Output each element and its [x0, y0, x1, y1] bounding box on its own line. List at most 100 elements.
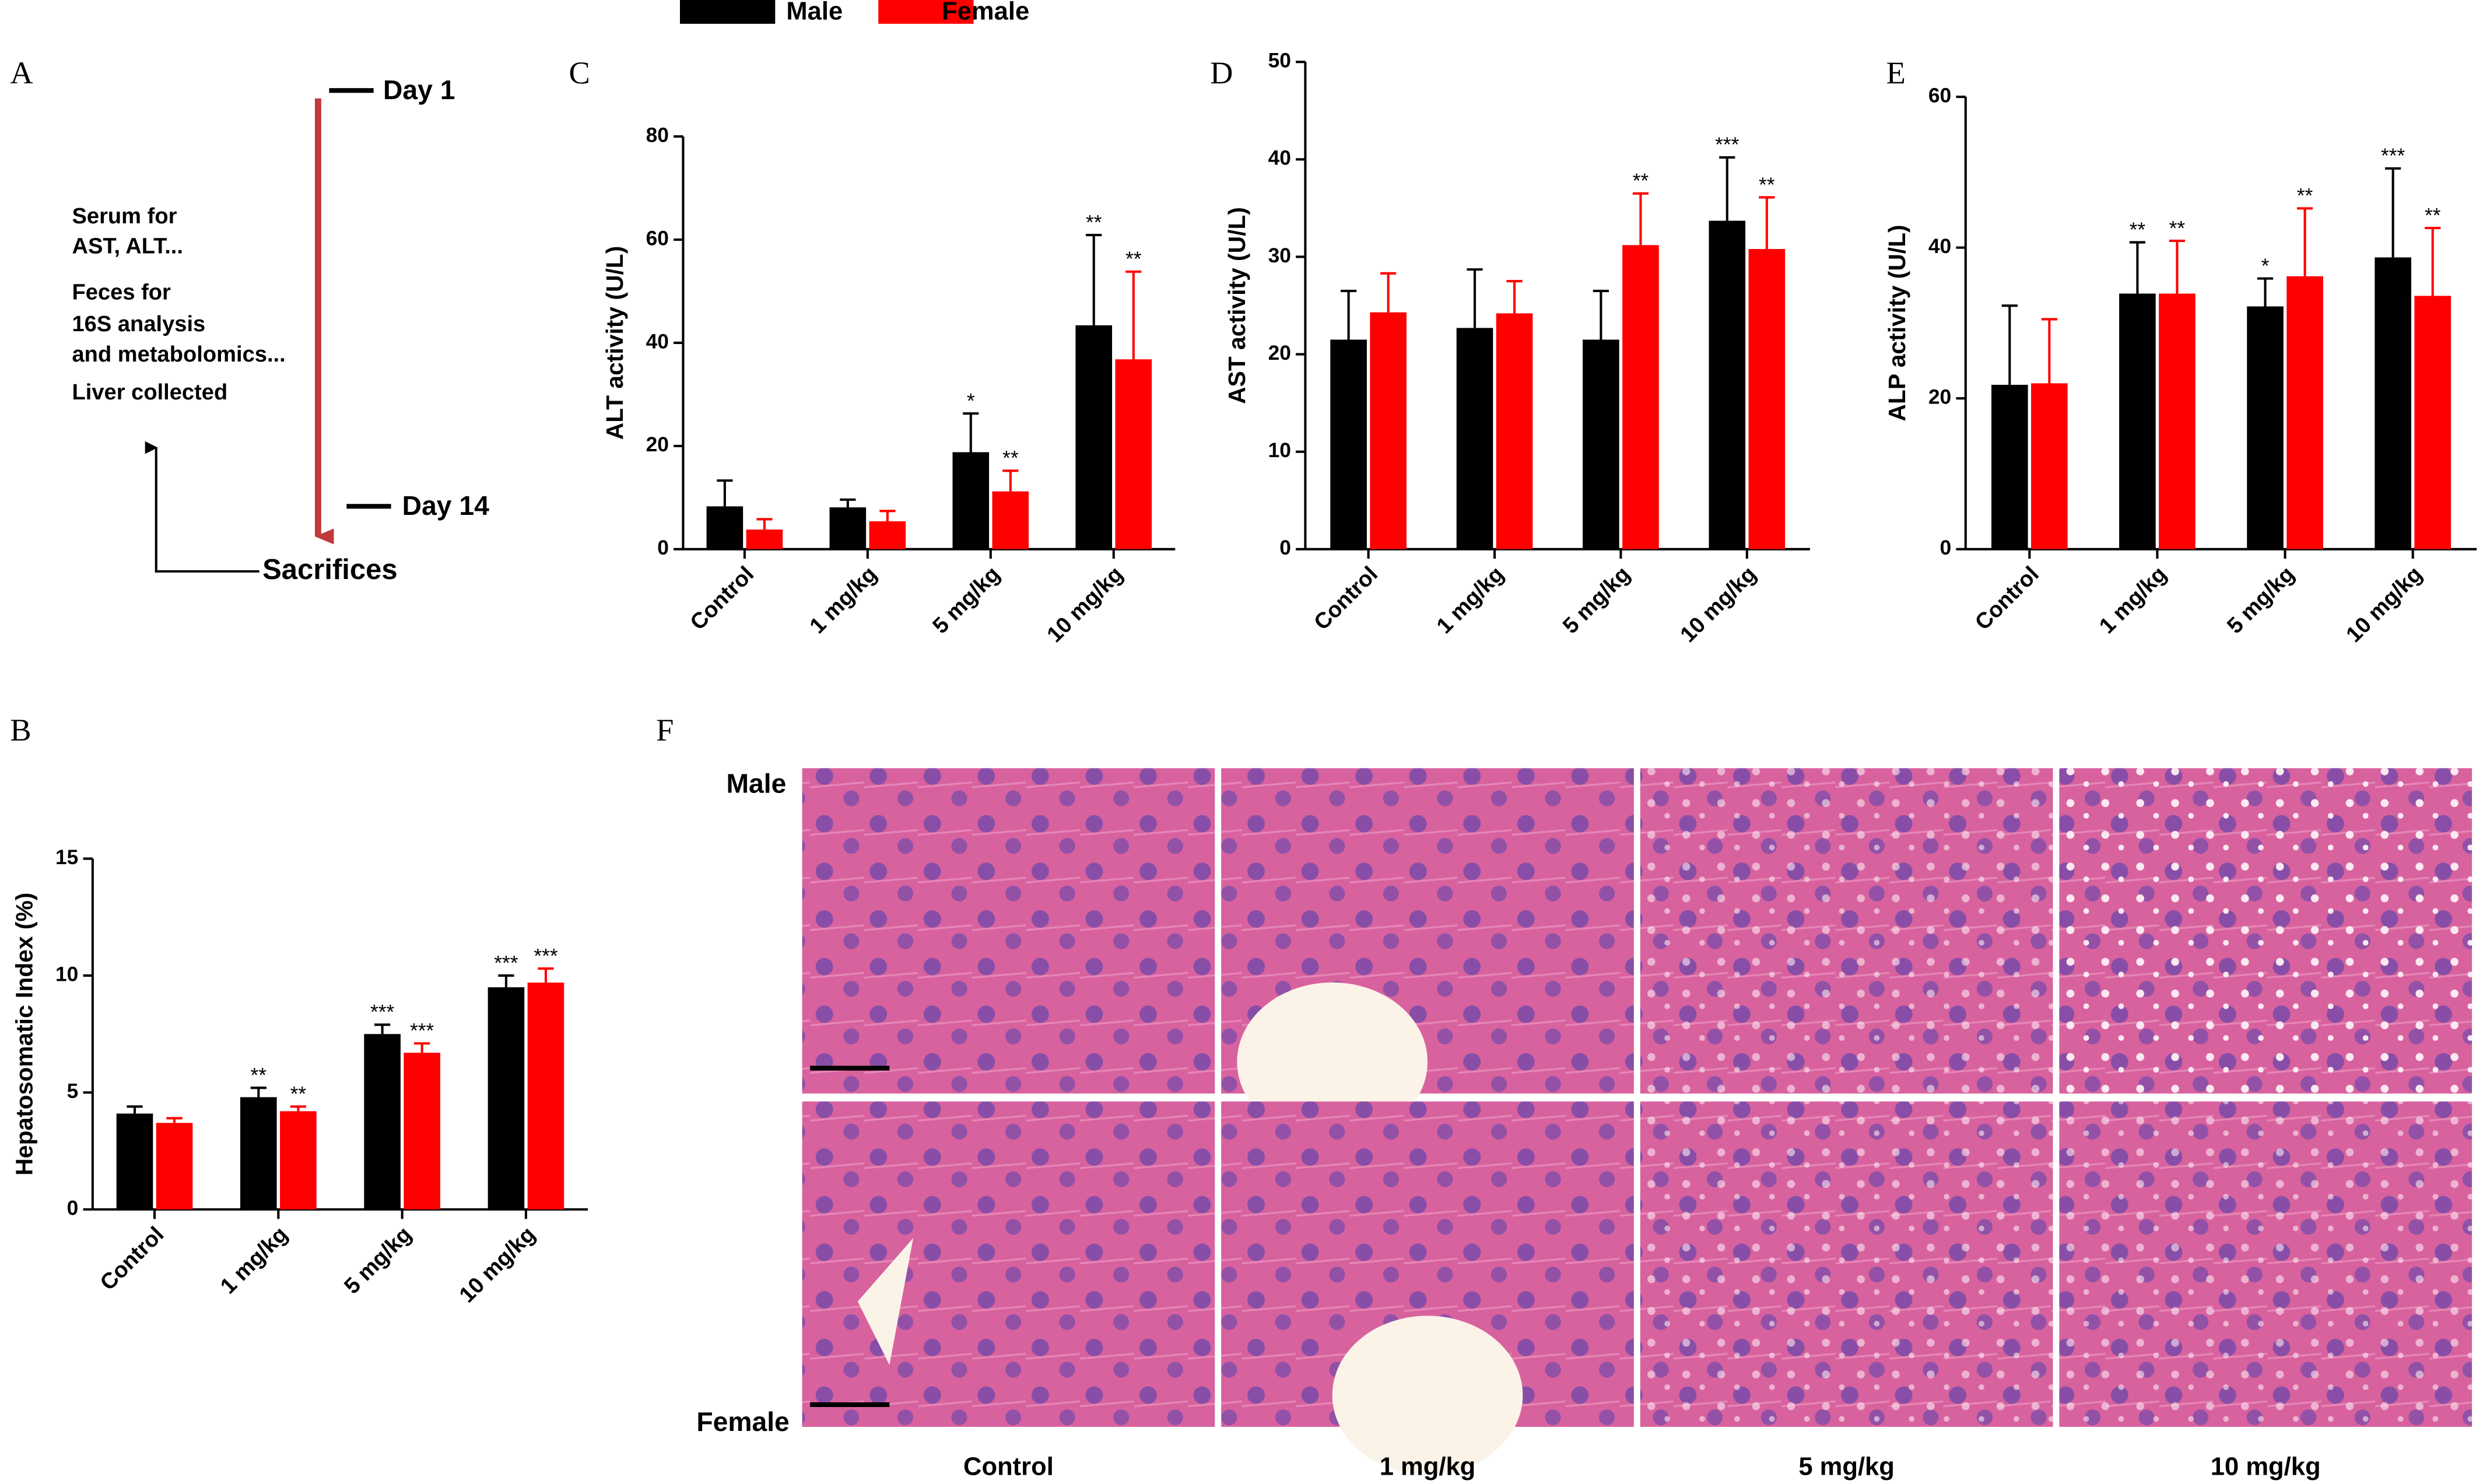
error-bar — [250, 1086, 266, 1097]
error-bar — [2385, 167, 2401, 258]
y-tick-label: 40 — [1928, 235, 1951, 258]
error-bar — [414, 1042, 430, 1053]
column-label: 10 mg/kg — [2211, 1453, 2321, 1481]
note: Liver collected — [72, 380, 227, 405]
y-tick-label: 0 — [1279, 536, 1291, 559]
column-label: Control — [963, 1453, 1054, 1481]
histology-grid — [802, 768, 2473, 1475]
bar — [280, 1111, 317, 1210]
y-tick-label: 5 — [67, 1080, 79, 1103]
bar — [2247, 306, 2284, 549]
y-axis-label: ALP activity (U/L) — [1884, 224, 1910, 421]
significance-label: ** — [2130, 219, 2146, 241]
error-bar — [1340, 289, 1357, 340]
y-tick-label: 80 — [646, 124, 669, 146]
column-label: 5 mg/kg — [1798, 1453, 1895, 1481]
bar — [1370, 312, 1407, 549]
legend-label: Male — [786, 0, 843, 25]
bar — [952, 452, 990, 549]
bar — [364, 1034, 401, 1210]
error-bar — [1002, 469, 1019, 492]
y-tick-label: 10 — [55, 963, 78, 985]
significance-label: ** — [1633, 170, 1649, 192]
legend-label: Female — [942, 0, 1029, 25]
x-tick-label: 1 mg/kg — [1432, 562, 1509, 638]
significance-label: *** — [410, 1020, 434, 1043]
y-tick-label: 0 — [1940, 536, 1952, 559]
error-bar — [2001, 304, 2018, 385]
y-tick-label: 0 — [67, 1197, 79, 1219]
panel-letter: B — [10, 712, 31, 748]
bar — [1622, 245, 1659, 549]
bar — [1075, 325, 1113, 549]
bar — [706, 506, 744, 549]
significance-label: ** — [2169, 217, 2186, 240]
bar — [404, 1053, 440, 1210]
day-label: Day 1 — [383, 75, 455, 105]
error-bar — [538, 967, 554, 983]
error-bar — [290, 1105, 306, 1111]
return-arrow — [145, 441, 259, 573]
significance-label: ** — [2425, 204, 2441, 227]
significance-label: * — [2261, 255, 2270, 278]
note: Feces for — [72, 280, 171, 305]
panel-letter: D — [1210, 55, 1233, 90]
vacuole-overlay — [2059, 768, 2473, 1094]
x-tick-label: 10 mg/kg — [2342, 562, 2427, 647]
histology-image — [802, 1101, 1215, 1427]
y-tick-label: 20 — [646, 433, 669, 456]
note: AST, ALT... — [72, 234, 183, 259]
x-tick-label: 5 mg/kg — [340, 1222, 416, 1299]
error-bar — [1125, 270, 1142, 360]
bar — [488, 987, 525, 1210]
bar — [116, 1113, 153, 1210]
bar — [1991, 384, 2028, 549]
y-tick-label: 50 — [1268, 49, 1291, 72]
error-bar — [2257, 277, 2274, 307]
error-bar — [2169, 239, 2186, 294]
y-axis-label: ALT activity (U/L) — [601, 246, 628, 440]
x-tick-label: Control — [686, 562, 759, 635]
y-tick-label: 20 — [1268, 342, 1291, 364]
significance-label: ** — [251, 1064, 267, 1087]
error-bar — [166, 1117, 183, 1123]
error-bar — [2041, 318, 2057, 384]
error-bar — [2129, 241, 2146, 294]
bar — [1115, 359, 1152, 549]
x-tick-label: Control — [96, 1222, 169, 1295]
y-tick-label: 40 — [1268, 147, 1291, 170]
significance-label: ** — [1759, 174, 1775, 197]
y-tick-label: 30 — [1268, 244, 1291, 267]
significance-label: * — [967, 390, 975, 412]
x-tick-label: 10 mg/kg — [1676, 562, 1761, 647]
panel-letter: E — [1886, 55, 1906, 90]
y-axis-label: AST activity (U/L) — [1223, 207, 1250, 404]
note: 16S analysis — [72, 312, 205, 336]
bar — [240, 1097, 277, 1210]
significance-label: *** — [2381, 145, 2405, 167]
y-tick-label: 40 — [646, 330, 669, 353]
y-tick-label: 10 — [1268, 439, 1291, 462]
vacuole-overlay — [2059, 1101, 2473, 1427]
error-bar — [963, 412, 979, 452]
error-bar — [840, 498, 856, 508]
error-bar — [1632, 192, 1649, 245]
x-tick-label: 5 mg/kg — [2222, 562, 2299, 638]
error-bar — [2425, 226, 2441, 296]
error-bar — [756, 518, 773, 530]
x-tick-label: 10 mg/kg — [1043, 562, 1128, 647]
bar — [1496, 313, 1533, 549]
bar — [1456, 328, 1493, 549]
bar — [2414, 296, 2451, 549]
row-label: Female — [696, 1406, 789, 1437]
histology-image — [802, 768, 1215, 1094]
vacuole-overlay — [1640, 768, 2053, 1094]
panel-letter: A — [10, 55, 33, 90]
error-bar — [1467, 268, 1483, 328]
y-tick-label: 20 — [1928, 386, 1951, 409]
significance-label: ** — [1125, 248, 1142, 271]
row-label: Male — [727, 769, 787, 799]
error-bar — [1719, 156, 1735, 221]
error-bar — [879, 510, 896, 522]
bar — [156, 1122, 193, 1210]
